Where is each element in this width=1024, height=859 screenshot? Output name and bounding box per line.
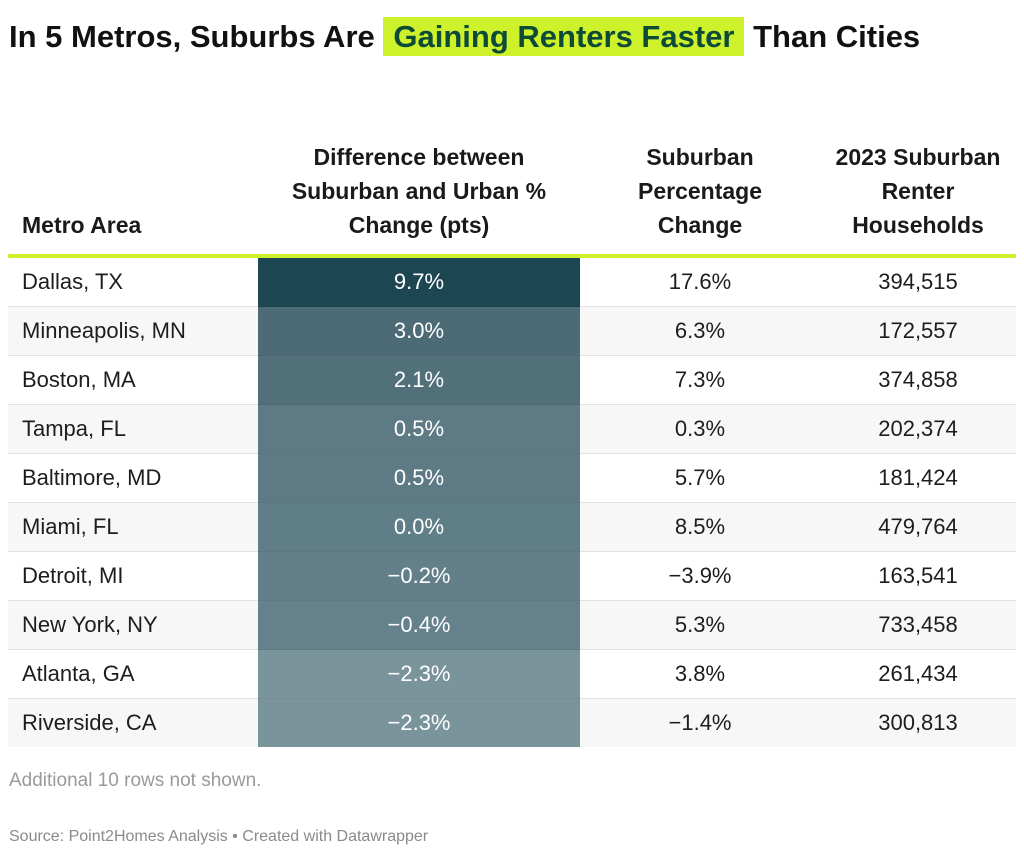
households-cell: 172,557 [820,306,1016,356]
metro-cell: Miami, FL [8,502,258,552]
difference-cell: 3.0% [258,306,580,356]
suburban-change-cell: 17.6% [580,256,820,307]
rows-not-shown-note: Additional 10 rows not shown. [9,770,262,791]
suburban-change-cell: 3.8% [580,649,820,699]
difference-cell: 0.5% [258,404,580,454]
table-row: Atlanta, GA −2.3% 3.8% 261,434 [8,649,1016,699]
metro-cell: Detroit, MI [8,551,258,601]
header-row: Metro Area Difference between Suburban a… [8,140,1016,256]
table-row: Tampa, FL 0.5% 0.3% 202,374 [8,404,1016,454]
metro-cell: Minneapolis, MN [8,306,258,356]
households-cell: 374,858 [820,355,1016,405]
households-cell: 202,374 [820,404,1016,454]
households-cell: 261,434 [820,649,1016,699]
metro-cell: Boston, MA [8,355,258,405]
difference-cell: 0.0% [258,502,580,552]
table-row: Minneapolis, MN 3.0% 6.3% 172,557 [8,306,1016,356]
table-row: Riverside, CA −2.3% −1.4% 300,813 [8,698,1016,747]
households-cell: 394,515 [820,256,1016,307]
suburban-change-cell: 5.3% [580,600,820,650]
suburban-change-cell: 0.3% [580,404,820,454]
title-part: Than Cities [753,19,921,54]
suburban-change-cell: 7.3% [580,355,820,405]
data-table: Metro Area Difference between Suburban a… [8,140,1016,747]
table-row: Baltimore, MD 0.5% 5.7% 181,424 [8,453,1016,503]
table-row: Miami, FL 0.0% 8.5% 479,764 [8,502,1016,552]
metro-cell: Tampa, FL [8,404,258,454]
households-cell: 163,541 [820,551,1016,601]
table-row: New York, NY −0.4% 5.3% 733,458 [8,600,1016,650]
households-cell: 479,764 [820,502,1016,552]
households-cell: 181,424 [820,453,1016,503]
suburban-change-cell: 5.7% [580,453,820,503]
difference-cell: −0.4% [258,600,580,650]
difference-cell: −0.2% [258,551,580,601]
table-row: Detroit, MI −0.2% −3.9% 163,541 [8,551,1016,601]
households-cell: 300,813 [820,698,1016,747]
difference-cell: 2.1% [258,355,580,405]
title-part: In 5 Metros, Suburbs Are [9,19,375,54]
metro-cell: Atlanta, GA [8,649,258,699]
chart-title: In 5 Metros, Suburbs Are Gaining Renters… [9,12,1009,61]
difference-cell: −2.3% [258,698,580,747]
title-highlight: Gaining Renters Faster [383,17,745,56]
difference-cell: 0.5% [258,453,580,503]
metro-cell: Dallas, TX [8,256,258,307]
suburban-change-cell: −1.4% [580,698,820,747]
suburban-change-cell: −3.9% [580,551,820,601]
column-header-households[interactable]: 2023 Suburban Renter Households [835,144,1001,238]
column-header-metro[interactable]: Metro Area [22,212,142,238]
table-row: Dallas, TX 9.7% 17.6% 394,515 [8,256,1016,307]
metro-cell: Baltimore, MD [8,453,258,503]
column-header-difference[interactable]: Difference between Suburban and Urban % … [291,144,547,238]
metro-cell: New York, NY [8,600,258,650]
households-cell: 733,458 [820,600,1016,650]
difference-cell: 9.7% [258,256,580,307]
difference-cell: −2.3% [258,649,580,699]
source-credit: Source: Point2Homes Analysis • Created w… [9,828,429,845]
table-row: Boston, MA 2.1% 7.3% 374,858 [8,355,1016,405]
suburban-change-cell: 6.3% [580,306,820,356]
suburban-change-cell: 8.5% [580,502,820,552]
metro-cell: Riverside, CA [8,698,258,747]
column-header-suburban-change[interactable]: Suburban Percentage Change [637,144,762,238]
